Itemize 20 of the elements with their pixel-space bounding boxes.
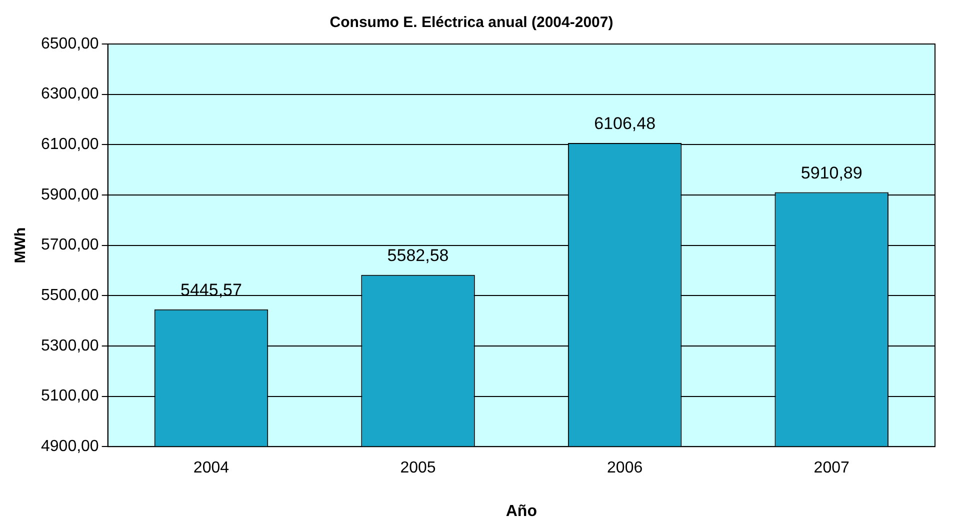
y-axis-title: MWh [12, 227, 30, 264]
y-tick-label: 5300,00 [40, 337, 99, 354]
x-tick-label: 2005 [400, 460, 436, 477]
y-tick-label: 6100,00 [40, 136, 99, 154]
data-label: 5582,58 [387, 246, 449, 266]
x-tick-label: 2007 [814, 460, 850, 477]
data-label: 5910,89 [800, 163, 862, 182]
y-tick-label: 5500,00 [40, 287, 99, 304]
x-tick-label: 2006 [607, 460, 643, 477]
data-label: 6106,48 [594, 114, 656, 134]
x-tick-label: 2004 [193, 460, 230, 477]
y-tick-label: 6500,00 [40, 35, 99, 52]
data-label: 5445,57 [180, 280, 242, 300]
y-tick-label: 5100,00 [40, 388, 99, 405]
y-tick-label: 5700,00 [40, 236, 99, 254]
y-tick-label: 4900,00 [40, 438, 99, 456]
y-tick-label: 5900,00 [40, 186, 99, 204]
chart-title: Consumo E. Eléctrica anual (2004-2007) [330, 14, 614, 32]
y-tick-label: 6300,00 [40, 86, 99, 103]
x-axis-title: Año [506, 502, 538, 520]
